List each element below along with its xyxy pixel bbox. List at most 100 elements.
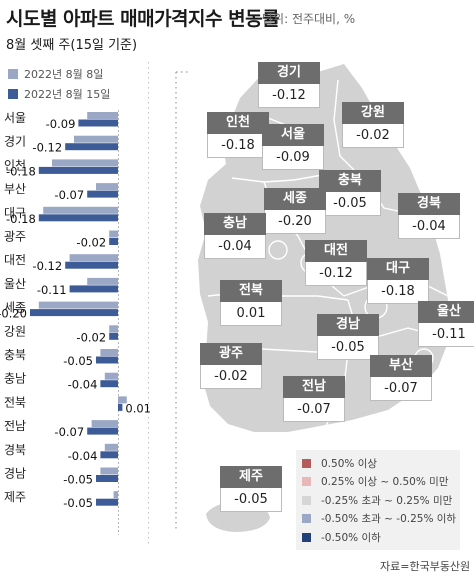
- region-label: 전남 -0.07: [283, 376, 345, 422]
- region-value: -0.05: [317, 336, 379, 360]
- category-label: 전남: [4, 419, 26, 433]
- region-value: -0.04: [398, 215, 460, 239]
- region-label: 서울 -0.09: [262, 124, 324, 170]
- region-label: 경기 -0.12: [258, 62, 320, 108]
- region-label: 광주 -0.02: [200, 343, 262, 389]
- value-label: -0.20: [0, 307, 27, 321]
- region-name: 서울: [262, 124, 324, 146]
- value-label: 0.01: [125, 401, 150, 415]
- bar-prev: [38, 301, 118, 309]
- region-label: 충북 -0.05: [319, 170, 381, 216]
- category-label: 서울: [4, 111, 26, 125]
- region-name: 인천: [207, 112, 269, 134]
- region-name: 전북: [220, 280, 282, 302]
- map-legend-item: 0.50% 이상: [302, 454, 454, 473]
- map-legend-label: -0.50% 초과 ~ -0.25% 이하: [321, 513, 457, 526]
- map-legend-item: -0.50% 이하: [302, 528, 454, 547]
- category-label: 대구: [4, 206, 26, 220]
- map-legend-item: 0.25% 이상 ~ 0.50% 미만: [302, 473, 454, 492]
- region-name: 충남: [204, 213, 266, 235]
- bar-curr: [96, 356, 118, 364]
- bar-prev: [52, 159, 118, 167]
- category-label: 충북: [4, 348, 26, 362]
- category-label: 전북: [4, 395, 26, 409]
- map-legend-label: -0.25% 초과 ~ 0.25% 미만: [321, 494, 453, 507]
- region-name: 대구: [367, 258, 429, 280]
- map-legend-swatch: [302, 458, 311, 468]
- bar-curr: [100, 380, 118, 388]
- region-value: -0.02: [200, 365, 262, 389]
- region-label: 부산 -0.07: [370, 355, 432, 401]
- bar-prev: [87, 112, 118, 119]
- legend-swatch-prev: [8, 69, 18, 79]
- region-name: 세종: [264, 188, 326, 210]
- value-label: -0.02: [76, 236, 106, 250]
- region-value: 0.01: [220, 302, 282, 326]
- map-legend-swatch: [302, 495, 311, 505]
- category-label: 경기: [4, 135, 26, 149]
- bar-curr: [30, 309, 118, 317]
- legend-label-prev: 2022년 8월 8일: [24, 68, 104, 81]
- bar-prev: [109, 325, 118, 333]
- bar-prev: [87, 277, 118, 285]
- region-value: -0.20: [264, 210, 326, 234]
- region-value: -0.07: [370, 377, 432, 401]
- region-name: 광주: [200, 343, 262, 365]
- region-value: -0.12: [258, 84, 320, 108]
- category-label: 충남: [4, 372, 26, 386]
- region-name: 강원: [342, 102, 404, 124]
- region-value: -0.02: [342, 124, 404, 148]
- chart-subtitle: 8월 셋째 주(15일 기준): [6, 38, 138, 53]
- bar-curr: [118, 403, 123, 411]
- category-label: 인천: [4, 157, 26, 172]
- region-value: -0.12: [305, 262, 367, 286]
- category-label: 울산: [4, 277, 26, 291]
- region-label: 대구 -0.18: [367, 258, 429, 304]
- legend-label-curr: 2022년 8월 15일: [24, 88, 111, 101]
- region-value: -0.07: [283, 398, 345, 422]
- bar-curr: [87, 190, 118, 198]
- map-legend-item: -0.25% 초과 ~ 0.25% 미만: [302, 491, 454, 510]
- bar-curr: [109, 332, 118, 340]
- category-label: 광주: [4, 230, 26, 244]
- region-label: 인천 -0.18: [207, 112, 269, 158]
- category-label: 강원: [4, 324, 26, 338]
- region-label: 제주 -0.05: [220, 466, 282, 512]
- region-value: -0.09: [262, 146, 324, 170]
- map-legend: 0.50% 이상 0.25% 이상 ~ 0.50% 미만 -0.25% 초과 ~…: [296, 450, 460, 550]
- value-label: -0.11: [37, 283, 67, 297]
- region-name: 경북: [398, 193, 460, 215]
- region-value: -0.05: [220, 488, 282, 512]
- region-label: 전북 0.01: [220, 280, 282, 326]
- value-label: -0.07: [54, 425, 84, 439]
- bar-curr: [65, 143, 118, 151]
- bar-curr: [38, 166, 118, 174]
- map-legend-swatch: [302, 477, 311, 487]
- region-label: 경남 -0.05: [317, 314, 379, 360]
- value-label: -0.09: [46, 117, 76, 131]
- bar-prev: [100, 467, 118, 475]
- bar-prev: [118, 396, 127, 404]
- value-label: -0.04: [68, 449, 98, 463]
- bar-prev: [113, 491, 118, 499]
- bar-curr: [100, 451, 118, 459]
- bar-prev: [104, 443, 118, 451]
- bar-curr: [96, 498, 118, 506]
- map-legend-item: -0.50% 초과 ~ -0.25% 이하: [302, 510, 457, 529]
- region-value: -0.11: [418, 323, 474, 347]
- map-legend-label: 0.25% 이상 ~ 0.50% 미만: [321, 476, 449, 489]
- region-name: 제주: [220, 466, 282, 488]
- region-value: -0.04: [204, 235, 266, 259]
- map-legend-swatch: [302, 514, 311, 524]
- bar-curr: [96, 475, 118, 482]
- bar-curr: [87, 427, 118, 435]
- value-label: -0.12: [32, 141, 62, 155]
- category-label: 제주: [4, 490, 26, 504]
- bar-prev: [96, 183, 118, 191]
- region-name: 경기: [258, 62, 320, 84]
- region-label: 충남 -0.04: [204, 213, 266, 259]
- bar-prev: [100, 349, 118, 356]
- series-legend: 2022년 8월 8일 2022년 8월 15일: [8, 64, 110, 104]
- region-label: 대전 -0.12: [305, 240, 367, 286]
- value-label: -0.02: [76, 330, 106, 344]
